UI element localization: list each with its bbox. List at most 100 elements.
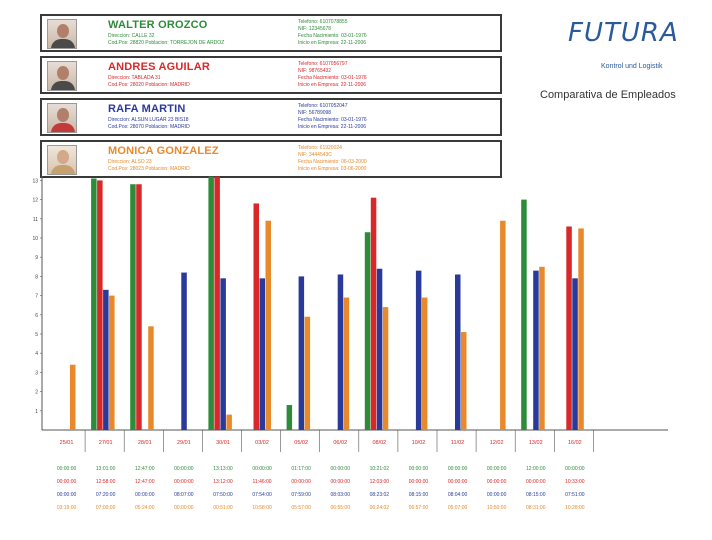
x-category-label: 12/02 (490, 440, 504, 446)
employee-name: ANDRES AGUILAR (108, 61, 211, 73)
employee-postal: Cod.Pos: 28020 Poblacion: MADRID (108, 82, 190, 88)
bar (461, 332, 467, 430)
x-category-label: 30/01 (216, 440, 230, 446)
data-label: 00:00:00 (487, 479, 507, 485)
x-category-label: 08/02 (372, 440, 386, 446)
data-label: 00:00:00 (487, 492, 507, 498)
x-category-label: 11/02 (451, 440, 464, 446)
employee-address: Direccion: ALSUN LUGAR 23 BIS18 (108, 117, 189, 123)
data-label: 10:21:02 (370, 466, 390, 472)
data-label: 00:00:00 (174, 466, 194, 472)
data-label: 00:00:00 (174, 479, 194, 485)
y-tick-label: 11 (33, 217, 38, 223)
data-label: 11:46:00 (253, 479, 272, 485)
data-label: 10:33:00 (565, 479, 585, 485)
data-label: 00:00:00 (135, 492, 155, 498)
y-tick-label: 13 (32, 178, 38, 184)
data-label: 00:51:00 (213, 505, 233, 511)
bar (214, 176, 220, 430)
x-category-label: 28/01 (138, 440, 152, 446)
employee-card: RAFA MARTIN Direccion: ALSUN LUGAR 23 BIS… (40, 98, 502, 136)
y-tick-label: 5 (35, 332, 38, 338)
data-label: 13:13:00 (213, 466, 233, 472)
employee-address: Direccion: CALLE 32 (108, 33, 155, 39)
data-label: 06:55:00 (331, 505, 351, 511)
x-category-label: 05/02 (294, 440, 308, 446)
data-label: 12:47:00 (135, 479, 155, 485)
employee-photo (47, 61, 77, 91)
y-tick-label: 7 (35, 294, 38, 300)
employee-card: MONICA GONZALEZ Direccion: ALSO 23 Cod.Pos… (40, 140, 502, 178)
data-label: 07:54:00 (252, 492, 272, 498)
employee-photo (47, 145, 77, 175)
data-label: 00:00:00 (526, 479, 546, 485)
data-label: 00:00:00 (331, 479, 351, 485)
data-label: 06:57:00 (409, 505, 429, 511)
employee-nif: NIF: 98765432 (298, 68, 332, 74)
x-category-label: 16/02 (568, 440, 582, 446)
employee-birthdate: Fecha Nacimiento: 06-03-2000 (298, 159, 367, 165)
data-label: 01:17:00 (291, 466, 311, 472)
x-category-label: 25/01 (60, 440, 74, 446)
employee-phone: Telefono: 6107052047 (298, 103, 348, 109)
bar (455, 274, 461, 430)
data-label: 07:50:00 (213, 492, 233, 498)
employee-postal: Cod.Pos: 28023 Poblacion: MADRID (108, 166, 190, 172)
logo-text: FUTURA (568, 18, 679, 48)
data-label: 03:19:00 (57, 505, 77, 511)
y-tick-label: 4 (35, 351, 38, 357)
data-label: 00:00:00 (409, 466, 429, 472)
data-label: 06:24:02 (370, 505, 390, 511)
employee-phone: Telefono: 61920024 (298, 145, 342, 151)
bar (298, 276, 305, 430)
data-label: 00:00:00 (487, 466, 507, 472)
bar (382, 307, 389, 430)
bar (337, 274, 344, 430)
x-category-label: 29/01 (177, 440, 191, 446)
bar (566, 226, 572, 430)
y-tick-label: 10 (32, 236, 38, 242)
bar (572, 278, 578, 430)
employee-postal: Cod.Pos: 28820 Poblacion: TORREJON DE AR… (108, 40, 225, 46)
y-tick-label: 8 (35, 274, 38, 280)
bar (97, 180, 103, 430)
data-label: 00:00:00 (174, 505, 194, 511)
bar (265, 220, 271, 430)
logo-subtitle: Kontrol und Logistik (601, 63, 663, 70)
data-label: 10:58:00 (252, 505, 272, 511)
x-category-label: 06/02 (333, 440, 347, 446)
data-label: 08:15:00 (526, 492, 546, 498)
employee-hours-chart: 1234567891011121325/0100:00:0000:00:0000… (32, 176, 668, 511)
y-tick-label: 9 (35, 255, 38, 261)
y-tick-label: 1 (35, 409, 38, 415)
data-label: 00:00:00 (448, 479, 468, 485)
data-label: 12:00:00 (526, 466, 546, 472)
data-label: 00:00:00 (57, 466, 77, 472)
employee-nif: NIF: 3444543C (298, 152, 332, 158)
data-label: 07:20:00 (96, 492, 116, 498)
employee-photo (47, 19, 77, 49)
futura-logo: FUTURA Kontrol und Logistik (568, 18, 678, 74)
data-label: 00:00:00 (57, 479, 77, 485)
data-label: 00:00:00 (291, 479, 311, 485)
employee-birthdate: Fecha Nacimiento: 03-01-1976 (298, 33, 367, 39)
bar (136, 184, 142, 430)
employee-birthdate: Fecha Nacimiento: 03-01-1976 (298, 75, 367, 81)
bar (539, 266, 545, 430)
bar (208, 176, 214, 430)
data-label: 10:28:00 (565, 505, 585, 511)
data-label: 07:00:00 (96, 505, 116, 511)
x-category-label: 10/02 (412, 440, 426, 446)
bar (91, 178, 97, 430)
data-label: 00:00:00 (409, 479, 429, 485)
bar (259, 278, 265, 430)
employee-address: Direccion: ALSO 23 (108, 159, 152, 165)
data-label: 08:07:00 (174, 492, 194, 498)
bar (533, 270, 539, 430)
employee-name: RAFA MARTIN (108, 103, 186, 115)
data-label: 10:50:00 (487, 505, 507, 511)
bar (521, 199, 527, 430)
data-label: 00:00:00 (57, 492, 77, 498)
page-subtitle: Comparativa de Empleados (540, 89, 676, 101)
employee-start-date: Inicio en Empresa: 22-11-2006 (298, 82, 367, 88)
